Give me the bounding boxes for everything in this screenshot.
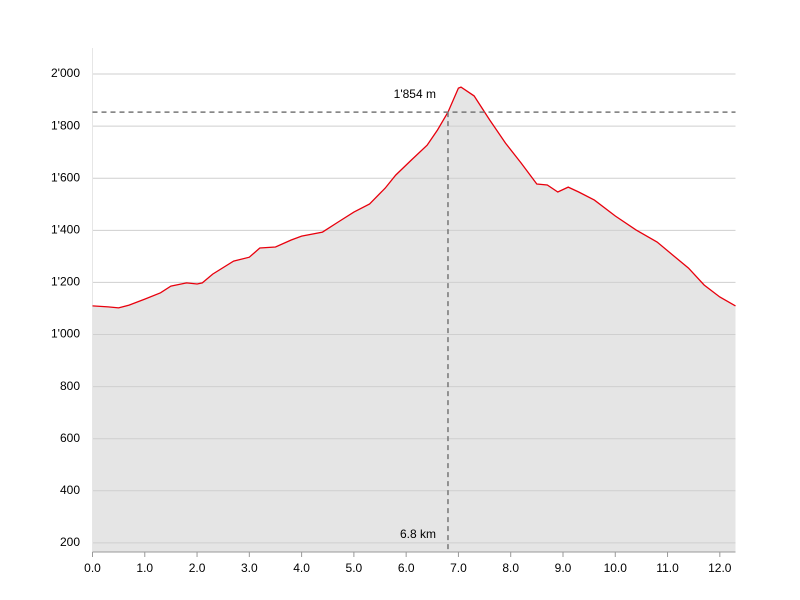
y-tick-label: 1'600 xyxy=(51,170,80,184)
crosshair-y-label: 1'854 m xyxy=(394,87,436,101)
y-tick-label: 1'400 xyxy=(51,222,80,236)
y-tick-label: 1'200 xyxy=(51,275,80,289)
x-tick-label: 1.0 xyxy=(136,561,153,575)
x-tick-label: 5.0 xyxy=(346,561,363,575)
x-tick-label: 10.0 xyxy=(604,561,628,575)
y-tick-label: 1'000 xyxy=(51,327,80,341)
y-tick-label: 200 xyxy=(60,535,80,549)
x-tick-label: 9.0 xyxy=(555,561,572,575)
x-tick-label: 4.0 xyxy=(293,561,310,575)
y-tick-label: 2'000 xyxy=(51,66,80,80)
x-tick-label: 11.0 xyxy=(656,561,679,575)
line xyxy=(92,86,736,309)
y-tick-label: 1'800 xyxy=(51,118,80,132)
y-tick-label: 600 xyxy=(60,431,80,445)
x-tick-label: 0.0 xyxy=(84,561,101,575)
area xyxy=(92,87,736,552)
x-tick-label: 12.0 xyxy=(708,561,732,575)
x-tick-label: 2.0 xyxy=(189,561,206,575)
y-tick-label: 800 xyxy=(60,379,80,393)
y-tick-label: 400 xyxy=(60,483,80,497)
x-tick-label: 3.0 xyxy=(241,561,258,575)
x-tick-label: 6.0 xyxy=(398,561,415,575)
x-tick-label: 7.0 xyxy=(450,561,467,575)
crosshair-x-label: 6.8 km xyxy=(400,527,436,541)
x-tick-label: 8.0 xyxy=(502,561,519,575)
